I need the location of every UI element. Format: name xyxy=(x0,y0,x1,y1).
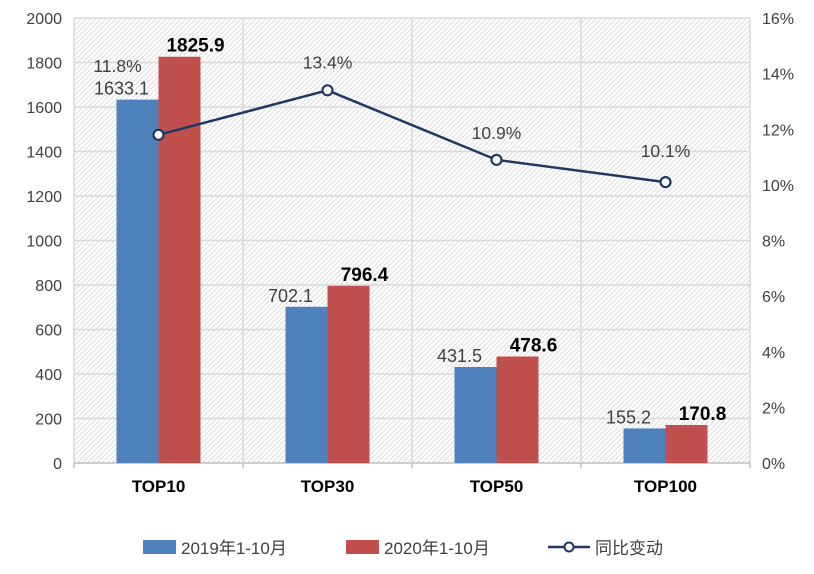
bar-value-label: 431.5 xyxy=(437,346,482,366)
bar-2020年1-10月-TOP30 xyxy=(327,285,370,463)
bar-2019年1-10月-TOP50 xyxy=(454,366,497,463)
right-axis-tick-label: 12% xyxy=(762,122,794,139)
bar-value-label: 170.8 xyxy=(679,404,727,425)
left-axis-tick-label: 2000 xyxy=(26,11,62,28)
right-axis-tick-label: 8% xyxy=(762,234,785,251)
left-axis-tick-label: 1400 xyxy=(26,145,62,162)
bar-value-label: 155.2 xyxy=(606,407,651,427)
category-label: TOP10 xyxy=(132,477,186,496)
bar-value-label: 702.1 xyxy=(268,286,313,306)
line-value-label: 13.4% xyxy=(303,52,353,72)
legend-label-2019: 2019年1-10月 xyxy=(181,539,287,558)
line-value-label: 10.1% xyxy=(641,141,691,161)
bar-2019年1-10月-TOP10 xyxy=(116,99,159,463)
legend-label-yoy: 同比变动 xyxy=(595,539,663,558)
bar-value-label: 478.6 xyxy=(510,336,558,357)
right-axis-tick-label: 14% xyxy=(762,67,794,84)
legend-line-circle-icon xyxy=(563,541,575,553)
left-axis-tick-label: 0 xyxy=(53,456,62,473)
bar-2019年1-10月-TOP30 xyxy=(285,306,328,463)
legend-swatch-2020 xyxy=(346,540,379,554)
legend-swatch-2019 xyxy=(143,540,176,554)
right-axis-tick-label: 0% xyxy=(762,456,785,473)
left-axis-tick-label: 800 xyxy=(35,278,62,295)
bar-2020年1-10月-TOP50 xyxy=(496,356,539,463)
line-value-label: 10.9% xyxy=(472,123,522,143)
left-axis-tick-label: 1600 xyxy=(26,100,62,117)
left-axis-tick-label: 1200 xyxy=(26,189,62,206)
left-axis-tick-label: 200 xyxy=(35,412,62,429)
category-label: TOP30 xyxy=(301,477,355,496)
left-axis-tick-label: 1000 xyxy=(26,234,62,251)
left-axis-tick-label: 1800 xyxy=(26,56,62,73)
bar-2019年1-10月-TOP100 xyxy=(623,428,666,463)
left-axis-tick-label: 400 xyxy=(35,367,62,384)
right-axis-tick-label: 4% xyxy=(762,345,785,362)
bar-value-label: 1633.1 xyxy=(94,79,149,99)
right-axis-tick-label: 2% xyxy=(762,400,785,417)
bar-2020年1-10月-TOP10 xyxy=(158,56,201,464)
right-axis-tick-label: 10% xyxy=(762,178,794,195)
line-marker xyxy=(152,128,165,141)
category-label: TOP50 xyxy=(470,477,524,496)
line-marker xyxy=(490,153,503,166)
line-marker xyxy=(659,175,672,189)
left-axis-tick-label: 600 xyxy=(35,323,62,340)
line-value-label: 11.8% xyxy=(93,56,141,76)
yoy-line xyxy=(158,88,666,184)
right-axis-tick-label: 16% xyxy=(762,11,794,28)
bar-2020年1-10月-TOP100 xyxy=(665,424,708,463)
right-axis-tick-label: 6% xyxy=(762,289,785,306)
plot-area: 0 200 400 600 800 1000 1200 1400 1600 1800 2000 0% 2… xyxy=(26,11,794,496)
legend-label-2020: 2020年1-10月 xyxy=(384,539,490,558)
legend: 2019年1-10月 2020年1-10月 同比变动 xyxy=(143,539,663,558)
category-label: TOP100 xyxy=(634,477,697,496)
line-marker xyxy=(321,84,334,97)
bar-value-label: 796.4 xyxy=(341,265,389,286)
bar-value-label: 1825.9 xyxy=(166,36,224,57)
